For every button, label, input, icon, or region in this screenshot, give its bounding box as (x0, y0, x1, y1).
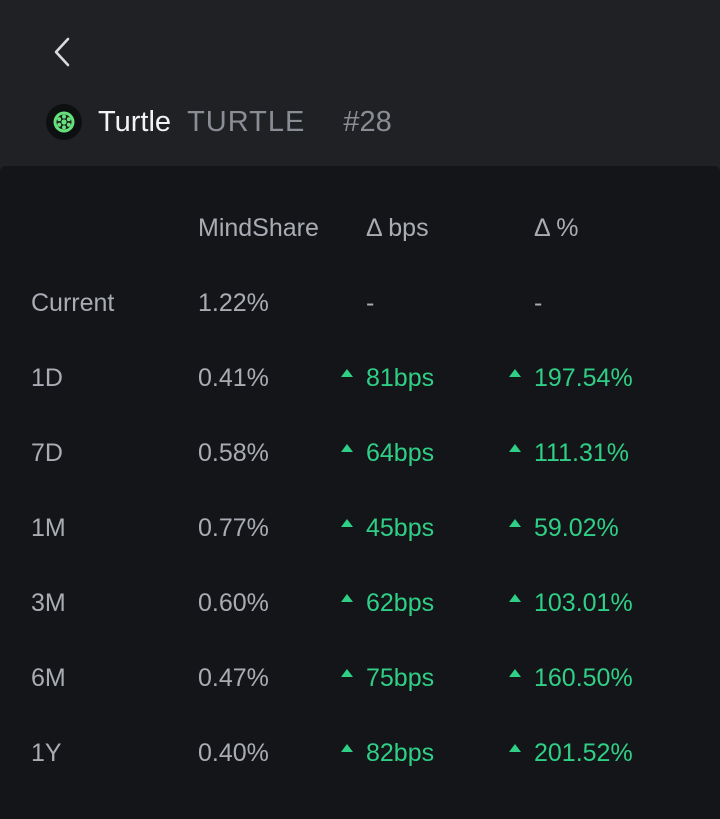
mindshare-value: 0.60% (198, 589, 269, 617)
row-label: 1D (31, 364, 63, 392)
row-label: 1Y (31, 739, 62, 767)
token-symbol: TURTLE (187, 105, 306, 138)
token-name: Turtle (98, 105, 172, 138)
triangle-up-icon (509, 669, 521, 678)
mindshare-value: 0.77% (198, 514, 269, 542)
triangle-up-icon (341, 744, 353, 753)
mindshare-value: 0.41% (198, 364, 269, 392)
turtle-logo-icon (46, 104, 82, 140)
bps-value: 45bps (366, 514, 435, 542)
back-button[interactable] (42, 32, 82, 72)
page-header: Turtle TURTLE #28 (0, 0, 720, 166)
pct-value: 160.50% (534, 664, 633, 692)
triangle-up-icon (509, 444, 521, 453)
column-header-pct: Δ % (534, 214, 579, 242)
mindshare-value: 0.47% (198, 664, 269, 692)
column-header-bps: Δ bps (366, 214, 429, 242)
table-row: 7D 0.58% 64bps 111.31% (0, 433, 720, 473)
triangle-up-icon (341, 669, 353, 678)
bps-value: 64bps (366, 439, 435, 467)
row-label: 1M (31, 514, 66, 542)
bps-value: 81bps (366, 364, 435, 392)
pct-value: 197.54% (534, 364, 633, 392)
row-label: 3M (31, 589, 66, 617)
triangle-up-icon (509, 369, 521, 378)
table-row: 6M 0.47% 75bps 160.50% (0, 658, 720, 698)
bps-value: - (366, 289, 375, 317)
token-rank: #28 (343, 105, 392, 138)
mindshare-value: 1.22% (198, 289, 269, 317)
triangle-up-icon (341, 369, 353, 378)
mindshare-value: 0.58% (198, 439, 269, 467)
table-row: 1D 0.41% 81bps 197.54% (0, 358, 720, 398)
table-row: 1Y 0.40% 82bps 201.52% (0, 733, 720, 773)
triangle-up-icon (341, 594, 353, 603)
bps-value: 62bps (366, 589, 435, 617)
row-label: 7D (31, 439, 63, 467)
mindshare-table: MindShare Δ bps Δ % Current 1.22% - - 1D… (0, 166, 720, 819)
column-header-mindshare: MindShare (198, 214, 319, 242)
triangle-up-icon (341, 444, 353, 453)
triangle-up-icon (509, 594, 521, 603)
table-header: MindShare Δ bps Δ % (0, 208, 720, 248)
mindshare-value: 0.40% (198, 739, 269, 767)
token-info: Turtle TURTLE #28 (46, 102, 392, 142)
pct-value: 201.52% (534, 739, 633, 767)
chevron-left-icon (54, 37, 70, 67)
bps-value: 75bps (366, 664, 435, 692)
triangle-up-icon (341, 519, 353, 528)
triangle-up-icon (509, 519, 521, 528)
pct-value: 111.31% (534, 439, 629, 467)
row-label: 6M (31, 664, 66, 692)
row-label: Current (31, 289, 115, 317)
table-row-current: Current 1.22% - - (0, 283, 720, 323)
pct-value: - (534, 289, 543, 317)
table-row: 3M 0.60% 62bps 103.01% (0, 583, 720, 623)
bps-value: 82bps (366, 739, 435, 767)
pct-value: 59.02% (534, 514, 619, 542)
triangle-up-icon (509, 744, 521, 753)
pct-value: 103.01% (534, 589, 633, 617)
table-row: 1M 0.77% 45bps 59.02% (0, 508, 720, 548)
